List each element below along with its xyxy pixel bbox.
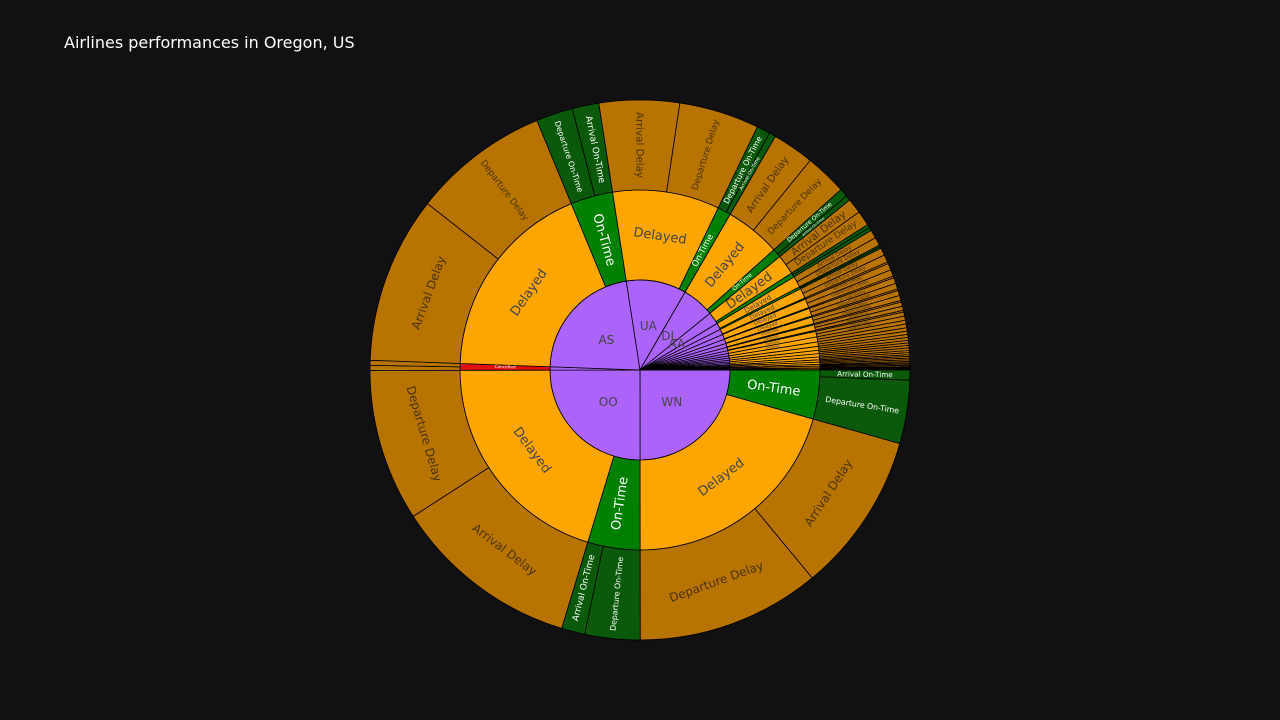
- detail-segment-departure-delay[interactable]: [785, 211, 869, 274]
- detail-segment-arrival-delay[interactable]: [800, 247, 885, 294]
- detail-segment-departure-delay[interactable]: [639, 508, 813, 641]
- detail-segment-departure-delay[interactable]: [796, 237, 880, 288]
- detail-segment-arrival-on-time[interactable]: [561, 541, 604, 635]
- detail-segment-departure-on-time[interactable]: [717, 126, 771, 213]
- detail-segment-arrival-delay[interactable]: [754, 418, 901, 579]
- detail-segment-departure-delay[interactable]: [802, 254, 889, 299]
- detail-segment-arrival-delay[interactable]: [779, 199, 860, 266]
- detail-segment-departure-delay[interactable]: [666, 102, 758, 209]
- detail-segment-departure-delay[interactable]: [426, 119, 572, 260]
- detail-segment-departure-on-time[interactable]: [773, 189, 848, 255]
- detail-segment-arrival-delay[interactable]: [598, 99, 681, 193]
- detail-segment-departure-on-time[interactable]: [812, 376, 911, 445]
- sunburst-slices: [369, 99, 911, 641]
- detail-segment-arrival-delay[interactable]: [729, 135, 811, 231]
- detail-segment-departure-on-time[interactable]: [536, 108, 596, 205]
- detail-segment-arrival-on-time[interactable]: [571, 102, 614, 197]
- detail-segment-arrival-delay[interactable]: [412, 467, 589, 629]
- detail-segment-arrival-delay[interactable]: [793, 229, 876, 283]
- chart-title: Airlines performances in Oregon, US: [64, 33, 355, 52]
- detail-segment-arrival-delay[interactable]: [369, 203, 499, 364]
- status-segment-delayed[interactable]: [729, 368, 821, 371]
- detail-segment-departure-delay[interactable]: [369, 369, 490, 517]
- detail-segment-segment[interactable]: [819, 368, 911, 371]
- detail-segment-departure-delay[interactable]: [752, 159, 842, 251]
- airline-segment-segment[interactable]: [639, 369, 731, 371]
